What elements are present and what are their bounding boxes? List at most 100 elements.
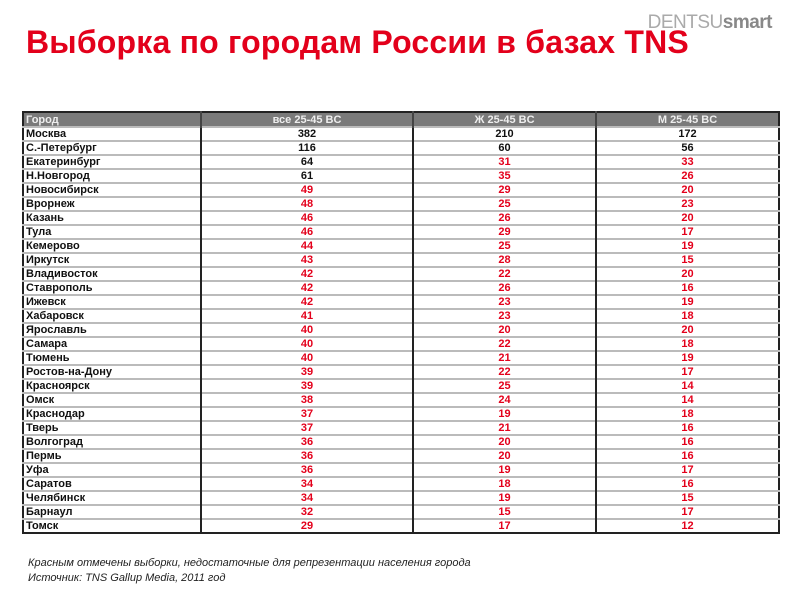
cell-city: Барнаул <box>23 504 201 519</box>
cell-all: 43 <box>200 252 413 267</box>
cell-all: 36 <box>200 434 413 449</box>
table-row: Омск 38 24 14 <box>23 392 779 407</box>
cell-men: 33 <box>595 154 779 169</box>
cell-all: 42 <box>200 266 413 281</box>
cell-all: 39 <box>200 364 413 379</box>
cell-men: 16 <box>595 434 779 449</box>
table-row: Пермь 36 20 16 <box>23 448 779 463</box>
header-city: Город <box>23 112 201 127</box>
cell-all: 382 <box>200 126 413 141</box>
cell-women: 29 <box>412 224 596 239</box>
cell-city: Саратов <box>23 476 201 491</box>
cell-men: 17 <box>595 224 779 239</box>
cell-men: 19 <box>595 294 779 309</box>
cell-women: 15 <box>412 504 596 519</box>
cell-men: 14 <box>595 378 779 393</box>
cell-all: 40 <box>200 350 413 365</box>
cell-city: Челябинск <box>23 490 201 505</box>
cell-city: Ижевск <box>23 294 201 309</box>
cell-city: Томск <box>23 518 201 533</box>
cell-men: 20 <box>595 182 779 197</box>
cell-all: 29 <box>200 518 413 533</box>
table-row: С.-Петербург 116 60 56 <box>23 140 779 155</box>
table-row: Красноярск 39 25 14 <box>23 378 779 393</box>
cell-city: Тула <box>23 224 201 239</box>
cell-women: 21 <box>412 420 596 435</box>
cell-all: 36 <box>200 462 413 477</box>
cell-men: 18 <box>595 336 779 351</box>
cell-women: 26 <box>412 280 596 295</box>
footnote-red-legend: Красным отмечены выборки, недостаточные … <box>28 557 471 569</box>
cell-men: 18 <box>595 406 779 421</box>
table-row: Ставрополь 42 26 16 <box>23 280 779 295</box>
cell-women: 25 <box>412 238 596 253</box>
table-row: Н.Новгород 61 35 26 <box>23 168 779 183</box>
cell-city: Ставрополь <box>23 280 201 295</box>
cell-women: 23 <box>412 308 596 323</box>
cell-women: 28 <box>412 252 596 267</box>
header-men: М 25-45 BC <box>595 112 779 127</box>
cell-men: 15 <box>595 490 779 505</box>
cell-men: 16 <box>595 448 779 463</box>
cell-women: 18 <box>412 476 596 491</box>
cell-city: С.-Петербург <box>23 140 201 155</box>
cell-men: 19 <box>595 350 779 365</box>
table-row: Челябинск 34 19 15 <box>23 490 779 505</box>
cell-all: 41 <box>200 308 413 323</box>
cell-all: 49 <box>200 182 413 197</box>
cell-city: Краснодар <box>23 406 201 421</box>
cell-all: 48 <box>200 196 413 211</box>
cell-all: 64 <box>200 154 413 169</box>
cell-women: 19 <box>412 406 596 421</box>
cell-women: 17 <box>412 518 596 533</box>
cell-men: 172 <box>595 126 779 141</box>
cell-men: 20 <box>595 322 779 337</box>
cell-men: 17 <box>595 364 779 379</box>
cell-women: 22 <box>412 364 596 379</box>
cell-city: Новосибирск <box>23 182 201 197</box>
table-row: Самара 40 22 18 <box>23 336 779 351</box>
header-women: Ж 25-45 BC <box>412 112 596 127</box>
cell-women: 210 <box>412 126 596 141</box>
table-row: Новосибирск 49 29 20 <box>23 182 779 197</box>
cell-all: 32 <box>200 504 413 519</box>
cell-women: 22 <box>412 266 596 281</box>
table-row: Хабаровск 41 23 18 <box>23 308 779 323</box>
cell-city: Иркутск <box>23 252 201 267</box>
cell-all: 40 <box>200 322 413 337</box>
table-header-row: Город все 25-45 BC Ж 25-45 BC М 25-45 BC <box>23 112 779 127</box>
cell-all: 37 <box>200 406 413 421</box>
table-row: Тверь 37 21 16 <box>23 420 779 435</box>
header-all: все 25-45 BC <box>200 112 413 127</box>
cell-men: 16 <box>595 280 779 295</box>
cell-all: 38 <box>200 392 413 407</box>
table-row: Волгоград 36 20 16 <box>23 434 779 449</box>
logo-part2: smart <box>722 12 773 33</box>
cell-women: 21 <box>412 350 596 365</box>
cell-men: 16 <box>595 420 779 435</box>
cell-all: 39 <box>200 378 413 393</box>
table-row: Саратов 34 18 16 <box>23 476 779 491</box>
cell-men: 15 <box>595 252 779 267</box>
cell-all: 46 <box>200 224 413 239</box>
page-title: Выборка по городам России в базах TNS <box>26 24 689 60</box>
table-row: Тула 46 29 17 <box>23 224 779 239</box>
table-row: Краснодар 37 19 18 <box>23 406 779 421</box>
cell-women: 19 <box>412 462 596 477</box>
table-row: Ижевск 42 23 19 <box>23 294 779 309</box>
cities-table: Город все 25-45 BC Ж 25-45 BC М 25-45 BC… <box>22 111 780 534</box>
cell-city: Уфа <box>23 462 201 477</box>
cell-city: Казань <box>23 210 201 225</box>
cell-men: 26 <box>595 168 779 183</box>
cell-women: 29 <box>412 182 596 197</box>
cell-men: 12 <box>595 518 779 533</box>
cell-city: Самара <box>23 336 201 351</box>
cell-city: Волгоград <box>23 434 201 449</box>
cell-women: 25 <box>412 378 596 393</box>
cell-men: 14 <box>595 392 779 407</box>
table-row: Казань 46 26 20 <box>23 210 779 225</box>
cell-all: 40 <box>200 336 413 351</box>
table-row: Ростов-на-Дону 39 22 17 <box>23 364 779 379</box>
cell-city: Омск <box>23 392 201 407</box>
cell-city: Красноярск <box>23 378 201 393</box>
